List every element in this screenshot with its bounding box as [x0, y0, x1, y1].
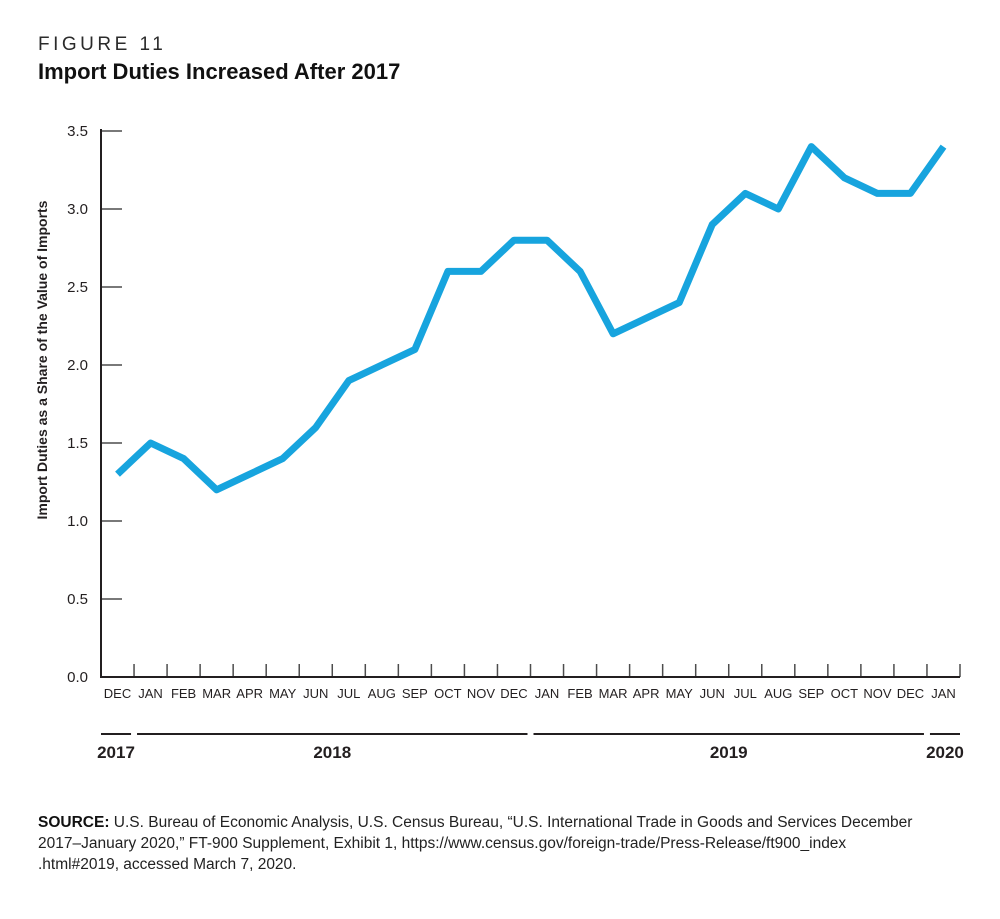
x-tick-label: DEC: [104, 686, 131, 701]
x-tick-label: AUG: [368, 686, 396, 701]
figure-number: FIGURE 11: [38, 34, 167, 55]
x-tick-label: JUL: [337, 686, 360, 701]
x-tick-label: SEP: [798, 686, 824, 701]
x-tick-label: APR: [236, 686, 263, 701]
y-tick-label: 2.5: [67, 279, 88, 296]
x-tick-label: APR: [633, 686, 660, 701]
source-note: SOURCE: U.S. Bureau of Economic Analysis…: [38, 812, 978, 875]
y-tick-label: 1.0: [67, 513, 88, 530]
y-tick-label: 1.5: [67, 435, 88, 452]
x-tick-label: MAY: [666, 686, 694, 701]
x-tick-label: NOV: [863, 686, 892, 701]
year-label: 2019: [710, 743, 748, 762]
x-tick-label: SEP: [402, 686, 428, 701]
x-tick-label: NOV: [467, 686, 496, 701]
source-text: U.S. Bureau of Economic Analysis, U.S. C…: [113, 814, 913, 831]
source-line: 2017–January 2020,” FT-900 Supplement, E…: [38, 835, 847, 852]
x-tick-label: JAN: [138, 686, 163, 701]
x-tick-label: OCT: [434, 686, 462, 701]
x-tick-label: JUN: [303, 686, 328, 701]
line-chart: 0.0 0.5 1.0 1.5 2.0 2.5 3.0 3.5 DEC JAN FEB MAR APR M…: [34, 123, 964, 762]
x-tick-label: AUG: [764, 686, 792, 701]
source-line: .html#2019, accessed March 7, 2020.: [38, 856, 297, 873]
x-tick-label: JUN: [700, 686, 725, 701]
y-tick-label: 0.5: [67, 591, 88, 608]
x-tick-label: DEC: [500, 686, 527, 701]
x-tick-label: DEC: [897, 686, 924, 701]
x-tick-label: MAY: [269, 686, 297, 701]
y-tick-label: 3.5: [67, 123, 88, 140]
x-tick-label: MAR: [202, 686, 231, 701]
y-tick-label: 0.0: [67, 669, 88, 686]
x-tick-label: FEB: [171, 686, 196, 701]
year-label: 2018: [313, 743, 351, 762]
source-label: SOURCE:: [38, 814, 110, 831]
data-line: [115, 143, 947, 494]
y-tick-label: 3.0: [67, 201, 88, 218]
year-label: 2020: [926, 743, 964, 762]
figure-title: Import Duties Increased After 2017: [38, 59, 401, 84]
chart-canvas: 0.0 0.5 1.0 1.5 2.0 2.5 3.0 3.5 DEC JAN FEB MAR APR M…: [34, 123, 964, 762]
x-tick-label: JAN: [931, 686, 956, 701]
source-line: SOURCE: U.S. Bureau of Economic Analysis…: [38, 812, 978, 833]
x-tick-label: JAN: [535, 686, 560, 701]
x-tick-label: JUL: [734, 686, 757, 701]
year-label: 2017: [97, 743, 135, 762]
y-axis-title: Import Duties as a Share of the Value of…: [34, 200, 50, 519]
y-tick-label: 2.0: [67, 357, 88, 374]
x-tick-label: FEB: [567, 686, 592, 701]
x-tick-label: MAR: [599, 686, 628, 701]
x-tick-label: OCT: [831, 686, 859, 701]
